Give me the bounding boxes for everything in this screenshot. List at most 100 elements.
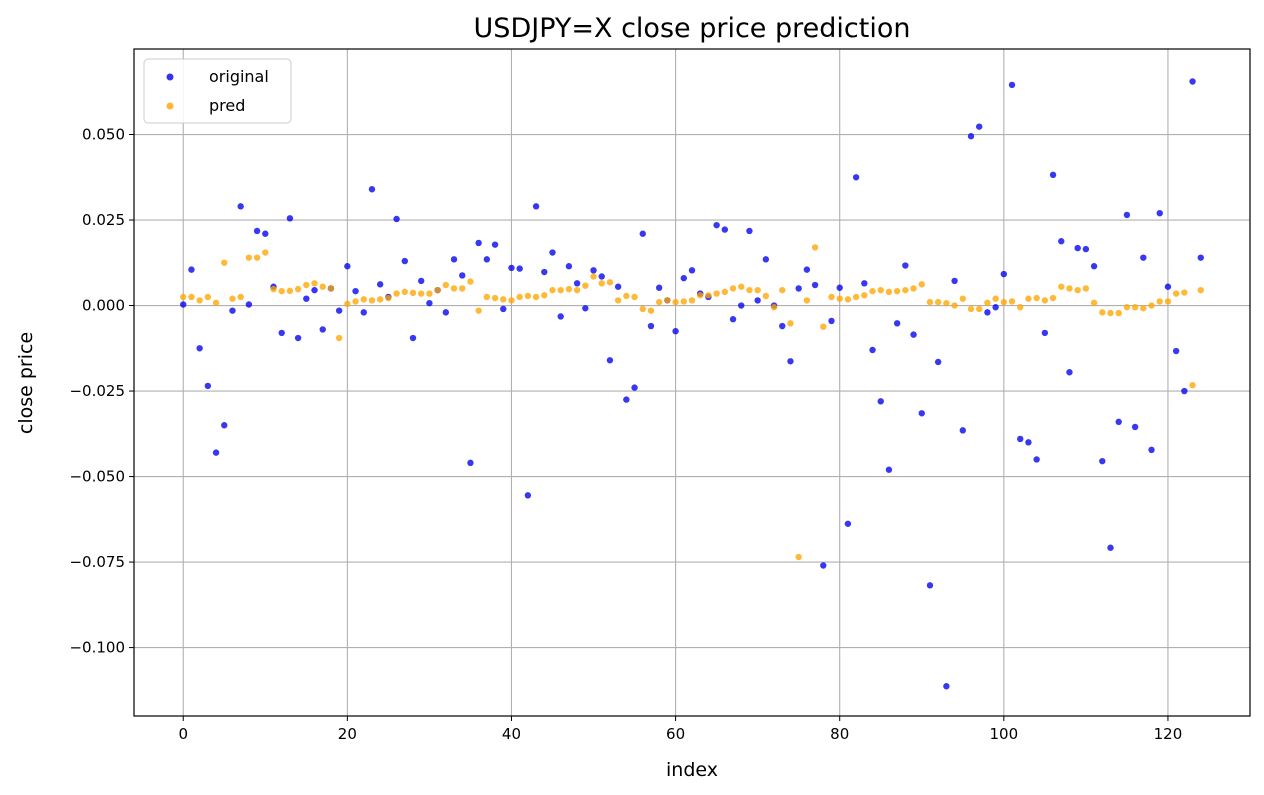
- data-point-original: [918, 410, 925, 417]
- data-point-original: [713, 221, 720, 229]
- data-point-pred: [573, 286, 581, 294]
- data-point-pred: [1189, 382, 1196, 389]
- data-point-pred: [976, 305, 983, 313]
- data-point-pred: [319, 283, 326, 290]
- data-point-pred: [967, 305, 975, 313]
- data-point-original: [204, 382, 212, 390]
- data-point-pred: [549, 286, 556, 294]
- data-point-original: [943, 683, 950, 690]
- data-point-original: [1164, 283, 1172, 290]
- data-point-pred: [278, 287, 285, 295]
- data-point-original: [672, 327, 679, 335]
- data-point-pred: [680, 298, 687, 305]
- data-point-original: [1181, 387, 1188, 395]
- data-point-original: [1058, 238, 1065, 245]
- legend-box: [143, 58, 292, 124]
- data-point-pred: [508, 297, 515, 304]
- data-point-original: [779, 322, 786, 330]
- data-point-pred: [647, 307, 655, 314]
- data-point-pred: [631, 293, 638, 301]
- data-point-original: [926, 582, 934, 589]
- data-point-original: [688, 267, 696, 274]
- y-axis-ticks: −0.100 −0.075 −0.050 −0.025 0.000 0.025 0.050: [69, 126, 134, 657]
- x-tick-label: 20: [338, 725, 357, 743]
- data-point-original: [319, 326, 326, 333]
- data-point-pred: [327, 285, 335, 292]
- data-point-pred: [303, 281, 310, 289]
- data-point-original: [959, 427, 966, 434]
- data-point-original: [253, 227, 261, 235]
- data-point-pred: [959, 295, 966, 302]
- data-point-pred: [820, 323, 827, 330]
- data-point-pred: [311, 280, 318, 287]
- data-point-original: [795, 285, 802, 292]
- data-point-pred: [253, 254, 261, 261]
- data-point-original: [631, 384, 638, 391]
- data-point-pred: [426, 290, 433, 297]
- data-point-original: [541, 268, 548, 276]
- data-point-pred: [1090, 299, 1098, 307]
- y-tick-label: −0.050: [69, 468, 125, 486]
- data-point-pred: [664, 297, 671, 304]
- data-point-pred: [836, 295, 843, 302]
- data-point-original: [623, 396, 630, 403]
- data-point-original: [1049, 171, 1057, 179]
- data-point-original: [237, 203, 244, 210]
- data-point-original: [1156, 209, 1163, 217]
- data-point-original: [680, 274, 687, 282]
- data-point-pred: [639, 305, 646, 313]
- chart-title: USDJPY=X close price prediction: [474, 13, 911, 44]
- data-point-pred: [516, 293, 523, 301]
- data-point-original: [467, 459, 474, 467]
- data-point-original: [869, 346, 876, 354]
- data-point-original: [598, 273, 605, 280]
- grid: [134, 49, 1250, 716]
- data-point-original: [852, 174, 860, 181]
- data-point-pred: [294, 285, 302, 293]
- data-point-pred: [450, 285, 458, 292]
- data-point-pred: [795, 553, 802, 561]
- data-point-original: [893, 320, 901, 327]
- data-point-original: [376, 281, 384, 288]
- data-point-pred: [1156, 298, 1163, 305]
- data-point-original: [311, 286, 318, 294]
- data-point-pred: [623, 292, 630, 300]
- data-point-original: [877, 398, 884, 405]
- data-point-original: [647, 322, 655, 330]
- data-point-pred: [212, 299, 220, 307]
- data-point-pred: [360, 296, 367, 303]
- data-point-original: [426, 299, 433, 307]
- legend-label-pred: pred: [209, 96, 245, 115]
- data-point-original: [803, 266, 811, 273]
- data-point-pred: [951, 302, 958, 309]
- data-point-original: [180, 301, 187, 308]
- data-point-pred: [229, 295, 236, 302]
- data-point-original: [212, 449, 220, 456]
- data-point-original: [1074, 244, 1081, 252]
- data-point-pred: [524, 292, 532, 300]
- data-point-original: [565, 263, 573, 270]
- data-point-original: [1041, 329, 1049, 337]
- data-point-pred: [779, 286, 786, 294]
- data-point-original: [196, 345, 203, 352]
- data-point-pred: [943, 299, 950, 307]
- data-point-pred: [688, 297, 696, 304]
- plot-frame: [133, 48, 1251, 717]
- data-point-pred: [828, 293, 835, 301]
- data-point-original: [418, 277, 425, 285]
- data-point-pred: [869, 287, 876, 295]
- data-point-pred: [475, 307, 482, 314]
- data-point-original: [828, 317, 835, 325]
- data-point-original: [1066, 369, 1073, 376]
- data-point-original: [262, 230, 269, 237]
- data-point-original: [278, 329, 285, 337]
- data-point-original: [992, 304, 999, 311]
- data-point-original: [1025, 439, 1032, 446]
- data-point-pred: [491, 294, 499, 302]
- data-point-original: [1107, 544, 1114, 551]
- y-tick-label: −0.075: [69, 553, 125, 571]
- data-point-pred: [1025, 295, 1032, 302]
- data-point-pred: [582, 282, 589, 289]
- data-point-pred: [1008, 298, 1016, 305]
- data-point-original: [590, 267, 597, 274]
